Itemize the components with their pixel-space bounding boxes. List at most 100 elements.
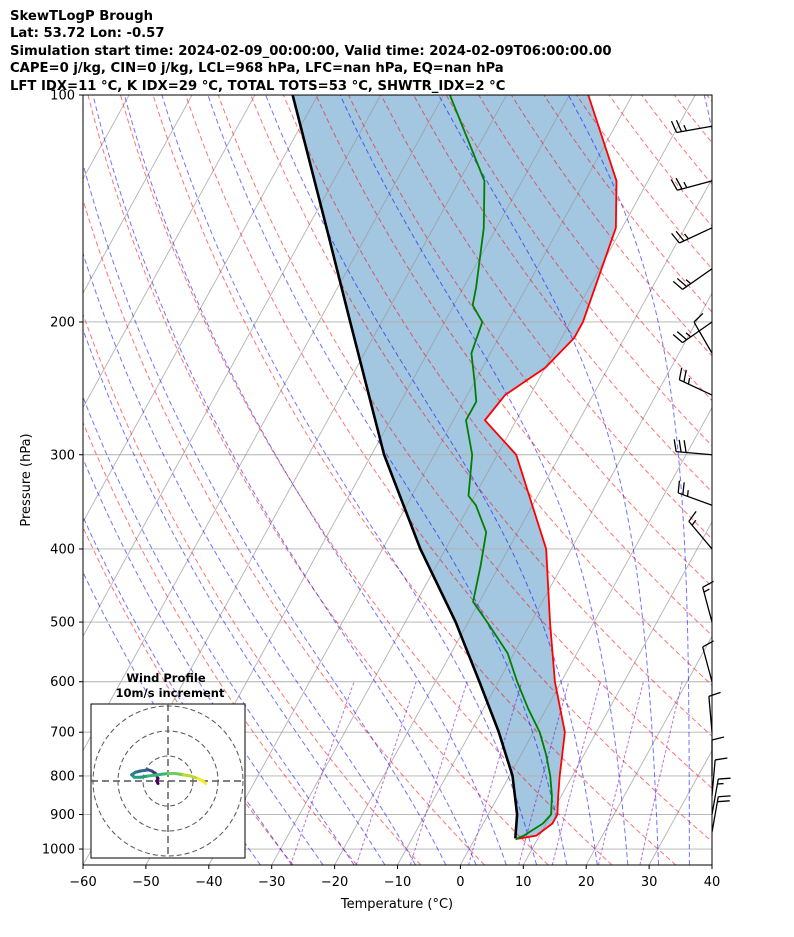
x-tick-label: 20 xyxy=(578,875,595,890)
title-line-location: Lat: 53.72 Lon: -0.57 xyxy=(10,26,165,42)
wind-barb xyxy=(670,120,713,134)
wind-barb xyxy=(708,691,721,733)
wind-barb-half-feather xyxy=(683,181,688,188)
wind-barb-feather xyxy=(683,369,687,383)
wind-barb-staff xyxy=(676,125,713,134)
wind-barb-feather xyxy=(718,795,731,798)
moist-adiabat-line xyxy=(161,95,538,865)
moist-adiabat-line xyxy=(703,95,712,133)
dry-adiabat-line xyxy=(608,95,712,227)
wind-barb xyxy=(688,510,713,550)
temperature-line xyxy=(483,95,618,840)
hodograph-segment xyxy=(201,779,207,785)
dry-adiabat-line xyxy=(673,95,712,144)
mixing-ratio-line xyxy=(468,681,523,865)
wind-barb-feather xyxy=(693,312,704,323)
dry-adiabat-line xyxy=(641,95,712,185)
y-tick-label: 200 xyxy=(50,315,75,330)
x-tick-label: 10 xyxy=(515,875,532,890)
wind-barb-feather xyxy=(675,120,683,132)
dry-adiabat-line xyxy=(83,198,485,865)
isotherm-line xyxy=(585,635,712,865)
y-tick-label: 300 xyxy=(50,448,75,463)
y-tick-label: 100 xyxy=(50,89,75,104)
isotherm-line xyxy=(208,95,633,865)
wind-barb-staff xyxy=(682,268,713,290)
title-line-times: Simulation start time: 2024-02-09_00:00:… xyxy=(10,43,612,59)
wind-barb-feather xyxy=(683,440,687,453)
wind-barb-feather xyxy=(670,120,678,133)
wind-barb-half-feather xyxy=(703,588,710,593)
isotherm-line xyxy=(83,95,193,295)
wind-barb-feather xyxy=(678,439,682,453)
wind-barb-feather xyxy=(708,691,721,697)
dry-adiabat-line xyxy=(315,95,712,637)
wind-barb-staff xyxy=(682,321,713,344)
moist-adiabat-line xyxy=(92,95,477,865)
isotherm-line xyxy=(83,95,382,638)
y-tick-label: 400 xyxy=(50,542,75,557)
hodograph-title: Wind Profile xyxy=(126,671,206,685)
mixing-ratio-line xyxy=(639,681,683,865)
wind-barb xyxy=(711,795,731,833)
wind-barb-half-feather xyxy=(691,519,697,526)
dry-adiabat-line xyxy=(380,95,712,540)
wind-barb xyxy=(702,640,714,682)
wind-barb xyxy=(711,736,725,776)
isotherm-line xyxy=(83,95,319,523)
wind-barb-staff xyxy=(711,759,716,796)
moist-adiabat-line xyxy=(83,251,416,865)
wind-barb-feather xyxy=(678,367,683,380)
wind-barb-feather xyxy=(672,280,683,290)
wind-barb-half-feather xyxy=(685,332,692,338)
dry-adiabat-line xyxy=(739,95,794,865)
x-axis-label: Temperature (°C) xyxy=(340,897,453,912)
x-tick-label: 40 xyxy=(704,875,721,890)
moist-adiabat-line xyxy=(83,162,447,865)
moist-adiabat-line xyxy=(83,515,293,865)
wind-barb-staff xyxy=(711,796,719,833)
wind-barb-feather xyxy=(670,179,678,191)
dry-adiabat-line xyxy=(282,95,712,686)
wind-barb-staff xyxy=(693,321,713,354)
wind-barb xyxy=(678,367,713,396)
wind-barb-feather xyxy=(676,277,688,288)
wind-barb-staff xyxy=(677,492,713,506)
wind-barb-feather xyxy=(711,736,725,741)
wind-barb xyxy=(693,312,713,354)
wind-barb-feather xyxy=(718,777,731,780)
wind-barb xyxy=(711,777,731,815)
wind-barb-staff xyxy=(679,227,713,244)
wind-barb-feather xyxy=(717,800,730,803)
wind-barb-half-feather xyxy=(683,124,687,131)
mixing-ratio-line xyxy=(409,681,468,865)
dry-adiabat-line xyxy=(772,95,794,865)
y-tick-label: 800 xyxy=(50,769,75,784)
wind-barb-staff xyxy=(688,520,713,550)
y-tick-label: 1000 xyxy=(42,843,75,858)
title-line-cape: CAPE=0 j/kg, CIN=0 j/kg, LCL=968 hPa, LF… xyxy=(10,61,504,77)
dry-adiabat-line xyxy=(83,312,422,865)
wind-barb xyxy=(702,580,714,623)
isotherm-line xyxy=(711,864,712,865)
x-tick-label: −50 xyxy=(132,875,159,890)
x-tick-label: −30 xyxy=(258,875,285,890)
wind-barb-feather xyxy=(675,177,683,190)
isotherm-line xyxy=(271,95,696,865)
wind-barb-half-feather xyxy=(685,279,692,285)
cin-fill-area xyxy=(292,95,617,840)
wind-barb-feather xyxy=(671,232,680,244)
isotherm-line xyxy=(522,520,712,865)
y-tick-label: 900 xyxy=(50,808,75,823)
x-tick-label: −40 xyxy=(195,875,222,890)
wind-barb-feather xyxy=(702,640,714,648)
wind-barb-feather xyxy=(675,230,685,242)
chart-title-block: SkewTLogP Brough Lat: 53.72 Lon: -0.57 S… xyxy=(10,8,612,95)
dry-adiabat-line xyxy=(87,95,549,865)
isotherm-line xyxy=(83,95,256,409)
wind-barb xyxy=(671,227,713,244)
wind-barb-staff xyxy=(679,379,713,396)
dry-adiabat-line xyxy=(413,95,712,493)
hodograph-segment xyxy=(146,773,160,778)
dry-adiabat-line xyxy=(445,95,712,447)
